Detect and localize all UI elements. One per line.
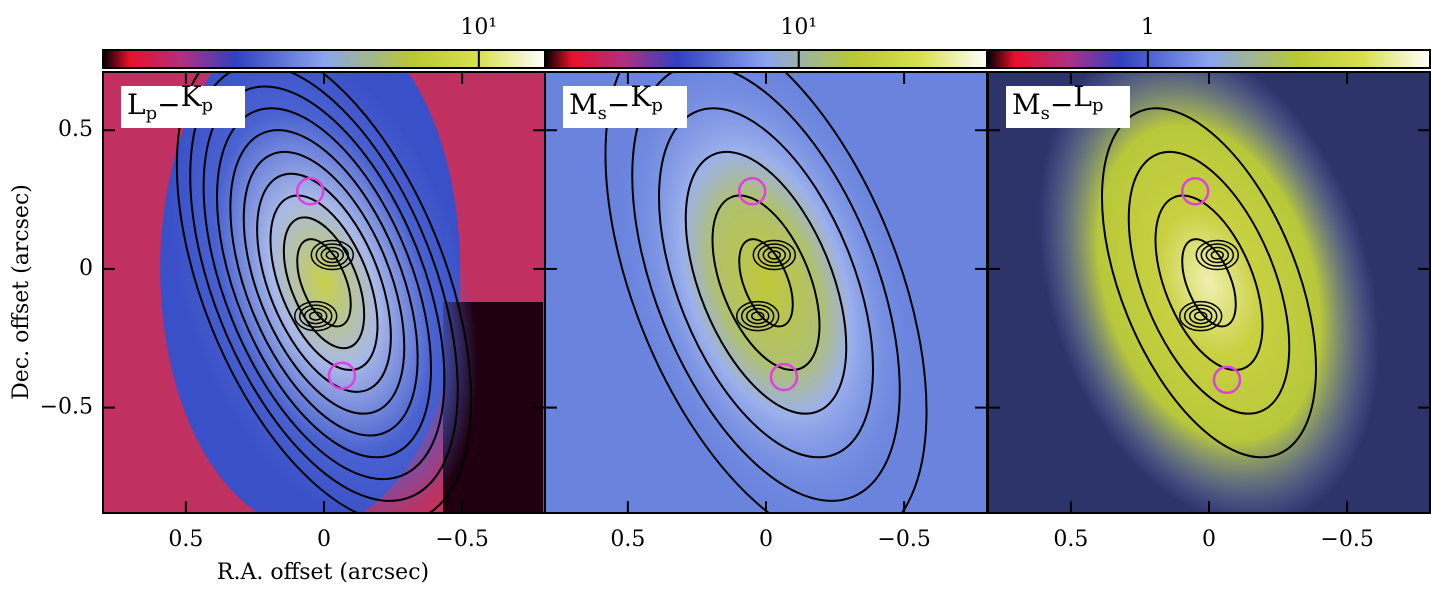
contour: [711, 194, 821, 372]
panel-label-bg: [1006, 86, 1130, 128]
contour: [684, 150, 848, 415]
contour: [767, 250, 782, 260]
marker-circle: [1180, 177, 1210, 206]
panel-label: Lp−Kp: [127, 80, 213, 125]
panel-label-part: K: [630, 80, 652, 113]
contour: [631, 72, 901, 502]
contour: [296, 238, 352, 328]
contour: [229, 129, 419, 437]
panel-label-part: L: [127, 88, 146, 121]
panel-label-part: K: [181, 80, 203, 113]
x-tick-label: 0.5: [610, 527, 645, 552]
x-tick-label: −0.5: [877, 527, 930, 552]
y-tick-label: 0.5: [58, 117, 93, 142]
contour: [757, 243, 792, 267]
contour: [738, 238, 794, 328]
y-tick-label: 0: [79, 256, 93, 281]
colorbar: [544, 49, 988, 69]
panel-label-part: s: [1041, 103, 1050, 124]
contour: [298, 304, 333, 328]
contour: [303, 307, 328, 325]
y-tick-label: −0.5: [40, 395, 93, 420]
marker-circle: [769, 362, 799, 392]
contour: [750, 311, 765, 321]
y-axis-label: Dec. offset (arcsec): [9, 184, 34, 400]
contour: [282, 216, 366, 350]
marker-circle: [327, 361, 357, 390]
panel-label-part: p: [1092, 95, 1104, 116]
panel-label-part: −: [1050, 88, 1073, 121]
contour: [1183, 304, 1218, 328]
panel-label: Ms−Lp: [1012, 80, 1104, 125]
contour: [604, 72, 928, 513]
panel-label-part: M: [1012, 88, 1041, 121]
x-tick-label: −0.5: [435, 527, 488, 552]
image-glow: [612, 72, 920, 513]
panel-label-part: −: [607, 88, 630, 121]
contour: [256, 172, 392, 393]
image: [545, 72, 987, 513]
contour: [325, 250, 340, 260]
contour: [1205, 246, 1230, 264]
contour: [1178, 300, 1223, 332]
x-tick-label: 0: [317, 527, 331, 552]
contour: [1154, 194, 1264, 372]
panel-label-part: M: [569, 88, 598, 121]
contour: [745, 307, 770, 325]
contour: [740, 304, 775, 328]
colorbar: [987, 49, 1431, 69]
contour: [293, 300, 338, 332]
image-glow: [170, 72, 478, 513]
image-glow: [1038, 72, 1380, 513]
colorbar-tick-label: 1: [1141, 15, 1155, 40]
contour: [1127, 150, 1291, 415]
panel-label-part: −: [157, 88, 180, 121]
panel-label-bg: [121, 86, 245, 128]
marker-circle: [1212, 365, 1242, 395]
panel-label-bg: [563, 86, 687, 128]
panel-label: Ms−Kp: [569, 80, 663, 125]
contour: [189, 72, 459, 502]
panel-label-part: p: [202, 95, 214, 116]
contour: [1181, 238, 1237, 328]
contour: [308, 311, 323, 321]
contour: [752, 239, 797, 271]
contour: [320, 246, 345, 264]
panel-label-part: p: [146, 103, 158, 124]
contour: [1200, 243, 1235, 267]
contour: [269, 194, 379, 372]
x-axis-label: R.A. offset (arcsec): [217, 560, 429, 585]
contour: [242, 150, 406, 415]
marker-circle: [295, 177, 325, 206]
contour: [1188, 307, 1213, 325]
contour: [1100, 107, 1318, 459]
panel-label-part: L: [1073, 80, 1092, 113]
contour: [215, 107, 433, 459]
x-tick-label: −0.5: [1320, 527, 1373, 552]
contour: [1193, 311, 1208, 321]
x-tick-label: 0.5: [168, 527, 203, 552]
contour: [1195, 239, 1240, 271]
image: [988, 72, 1430, 513]
marker-circle: [737, 177, 767, 206]
colorbar-tick-label: 10¹: [460, 15, 497, 40]
x-tick-label: 0.5: [1053, 527, 1088, 552]
contour: [202, 85, 446, 481]
x-tick-label: 0: [759, 527, 773, 552]
panel-label-part: s: [598, 103, 607, 124]
colorbar-tick-label: 10¹: [780, 15, 817, 40]
contour: [762, 246, 787, 264]
image: [103, 72, 545, 513]
contour: [315, 243, 350, 267]
x-tick-label: 0: [1202, 527, 1216, 552]
contour: [1210, 250, 1225, 260]
contour: [310, 239, 355, 271]
contour: [657, 107, 875, 459]
panel-label-part: p: [651, 95, 663, 116]
contour: [175, 72, 473, 513]
contour: [735, 300, 780, 332]
